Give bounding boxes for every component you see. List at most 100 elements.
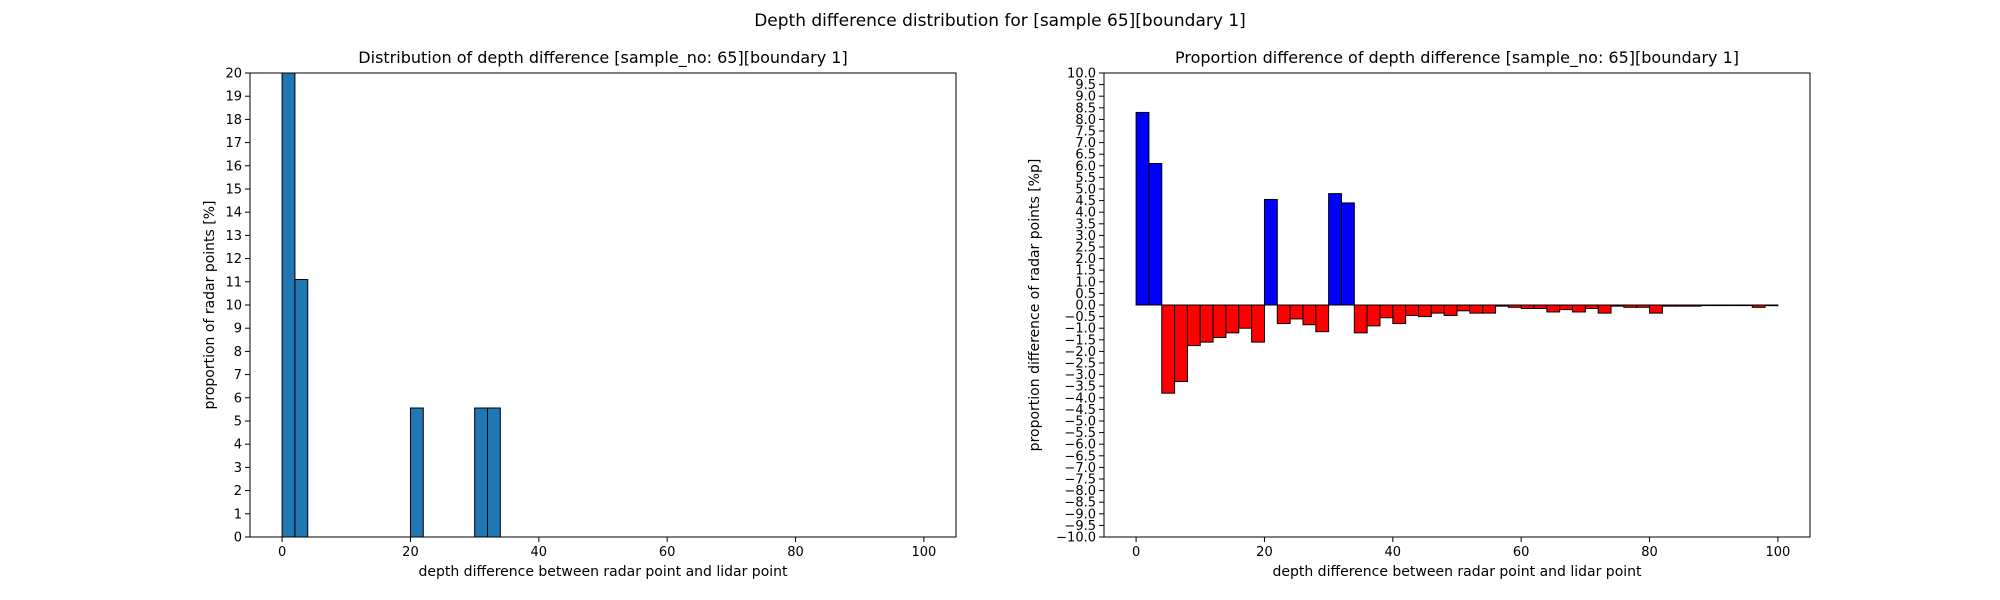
difference-bar-34 <box>1572 304 1586 313</box>
difference-bar-8 <box>1238 304 1253 329</box>
difference-bar-48 <box>1751 304 1766 308</box>
difference-bar-3 <box>1174 304 1188 383</box>
difference-bar-14 <box>1315 304 1330 333</box>
difference-bar-27 <box>1482 304 1497 314</box>
difference-bar-7 <box>1225 304 1240 334</box>
histogram-y-tick-label-19: 19 <box>225 90 242 105</box>
histogram-plot-area: 0 20 40 60 80 1000123456789101112131415161718… <box>225 67 957 560</box>
histogram-x-tick-label-3: 60 <box>659 545 676 560</box>
difference-y-tick-label-38: −9.0 <box>1064 507 1096 522</box>
difference-x-axis-title: depth difference between radar point and… <box>1272 564 1642 580</box>
difference-plot-area: 0 20 40 60 80 100 10.09.59.08.58.07.57.06.56.0… <box>1056 67 1811 560</box>
difference-y-tick-label-25: −2.5 <box>1064 357 1096 372</box>
difference-y-tick-label-1: 9.5 <box>1075 78 1096 93</box>
figure-suptitle: Depth difference distribution for [sampl… <box>754 11 1246 31</box>
difference-bar-5 <box>1199 304 1214 343</box>
difference-y-tick-label-24: −2.0 <box>1064 345 1096 360</box>
histogram-y-tick-label-4: 4 <box>234 438 242 453</box>
difference-y-tick-label-6: 7.0 <box>1075 136 1096 151</box>
difference-bar-6 <box>1212 304 1227 338</box>
difference-y-tick-label-2: 9.0 <box>1075 90 1096 105</box>
histogram-y-tick-label-16: 16 <box>225 159 242 174</box>
difference-bar-28 <box>1495 304 1509 307</box>
difference-bar-39 <box>1636 304 1651 308</box>
difference-x-tick-label-0: 0 <box>1132 545 1140 560</box>
difference-bar-32 <box>1546 304 1561 313</box>
difference-x-tick-label-3: 60 <box>1513 545 1530 560</box>
difference-y-tick-label-13: 3.5 <box>1075 217 1096 232</box>
difference-bar-38 <box>1623 304 1638 308</box>
difference-y-tick-label-12: 4.0 <box>1075 206 1096 221</box>
histogram-bar-0 <box>281 72 296 538</box>
difference-y-tick-label-22: −1.0 <box>1064 322 1096 337</box>
difference-y-tick-label-10: 5.0 <box>1075 183 1096 198</box>
histogram-x-tick-label-2: 40 <box>531 545 548 560</box>
difference-bar-40 <box>1649 304 1663 314</box>
difference-bar-45 <box>1713 304 1728 307</box>
difference-y-tick-label-36: −8.0 <box>1064 484 1096 499</box>
difference-x-tick-label-4: 80 <box>1641 545 1658 560</box>
difference-y-tick-label-37: −8.5 <box>1064 496 1096 511</box>
difference-x-tick-label-1: 20 <box>1256 545 1273 560</box>
histogram-y-tick-label-9: 9 <box>234 322 242 337</box>
histogram-y-tick-label-2: 2 <box>234 484 242 499</box>
histogram-bar-3 <box>474 407 488 538</box>
difference-bar-36 <box>1597 304 1612 314</box>
histogram-y-tick-label-5: 5 <box>234 415 242 430</box>
histogram-y-tick-label-1: 1 <box>234 507 242 522</box>
difference-bar-43 <box>1687 304 1702 307</box>
difference-y-tick-label-23: −1.5 <box>1064 333 1096 348</box>
difference-y-tick-label-33: −6.5 <box>1064 449 1096 464</box>
difference-bar-0 <box>1135 111 1150 306</box>
difference-bar-49 <box>1764 304 1779 307</box>
difference-bar-26 <box>1469 304 1484 314</box>
histogram-y-tick-label-18: 18 <box>225 113 242 128</box>
difference-bar-42 <box>1674 304 1689 307</box>
difference-bar-2 <box>1161 304 1176 394</box>
difference-y-tick-label-30: −5.0 <box>1064 415 1096 430</box>
difference-y-tick-label-28: −4.0 <box>1064 391 1096 406</box>
difference-bar-22 <box>1417 304 1432 318</box>
difference-y-tick-label-40: −10.0 <box>1056 531 1096 546</box>
histogram-x-axis-title: depth difference between radar point and… <box>418 564 788 580</box>
difference-y-tick-label-8: 6.0 <box>1075 159 1096 174</box>
histogram-y-tick-label-12: 12 <box>225 252 242 267</box>
difference-bar-11 <box>1276 304 1291 325</box>
difference-y-tick-label-15: 2.5 <box>1075 241 1096 256</box>
difference-y-tick-label-5: 7.5 <box>1075 125 1096 140</box>
difference-bar-13 <box>1302 304 1317 326</box>
difference-bar-19 <box>1379 304 1394 319</box>
histogram-title: Distribution of depth difference [sample… <box>358 48 847 68</box>
histogram-y-tick-label-0: 0 <box>234 531 242 546</box>
difference-bar-16 <box>1340 202 1355 306</box>
difference-bar-1 <box>1148 162 1163 306</box>
difference-y-tick-label-20: 0.0 <box>1075 299 1096 314</box>
difference-y-tick-label-9: 5.5 <box>1075 171 1096 186</box>
histogram-panel: Distribution of depth difference [sample… <box>202 48 957 580</box>
histogram-y-tick-label-8: 8 <box>234 345 242 360</box>
histogram-y-tick-label-10: 10 <box>225 299 242 314</box>
difference-bar-25 <box>1456 304 1471 312</box>
histogram-axes-frame <box>249 72 957 538</box>
histogram-x-tick-label-0: 0 <box>278 545 286 560</box>
difference-x-tick-label-5: 100 <box>1765 545 1790 560</box>
difference-bar-35 <box>1584 304 1599 309</box>
difference-y-tick-label-21: −0.5 <box>1064 310 1096 325</box>
histogram-y-tick-label-14: 14 <box>225 206 242 221</box>
difference-bar-10 <box>1263 198 1278 306</box>
difference-y-tick-label-35: −7.5 <box>1064 473 1096 488</box>
difference-y-tick-label-39: −9.5 <box>1064 519 1096 534</box>
difference-y-tick-label-4: 8.0 <box>1075 113 1096 128</box>
difference-bar-18 <box>1366 304 1381 327</box>
difference-bar-33 <box>1559 304 1574 311</box>
difference-y-tick-label-3: 8.5 <box>1075 101 1096 116</box>
histogram-y-tick-label-11: 11 <box>225 275 242 290</box>
difference-bar-21 <box>1405 304 1419 316</box>
difference-bar-46 <box>1726 304 1740 307</box>
difference-bar-20 <box>1392 304 1407 325</box>
difference-y-tick-label-34: −7.0 <box>1064 461 1096 476</box>
difference-y-tick-label-14: 3.0 <box>1075 229 1096 244</box>
difference-bar-15 <box>1328 193 1342 306</box>
histogram-y-tick-label-7: 7 <box>234 368 242 383</box>
